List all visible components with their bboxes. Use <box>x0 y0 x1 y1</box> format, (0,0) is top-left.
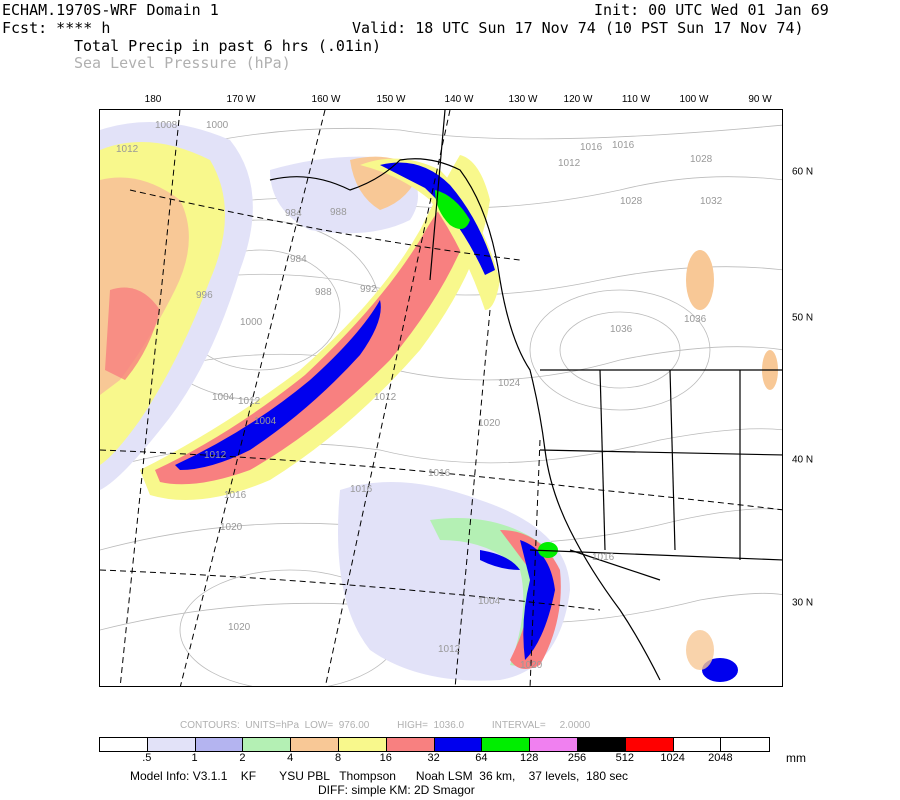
isobar-label: 988 <box>330 207 347 218</box>
colorbar-label: 512 <box>615 752 634 764</box>
forecast-hour: Fcst: **** h <box>2 19 111 37</box>
lat-label: 50 N <box>792 312 814 324</box>
lon-label: 180 <box>144 94 162 105</box>
colorbar-swatch <box>577 738 626 751</box>
isobar-label: 984 <box>285 208 302 219</box>
lon-label: 170 W <box>226 94 256 105</box>
isobar-label: 1020 <box>228 622 251 633</box>
diff-info: DIFF: simple KM: 2D Smagor <box>318 783 475 797</box>
init-time: Init: 00 UTC Wed 01 Jan 69 <box>594 1 829 19</box>
colorbar-label: 64 <box>475 752 488 764</box>
lat-label: 40 N <box>792 454 814 466</box>
isobar-label: 1016 <box>428 468 451 479</box>
isobar-label: 1012 <box>204 450 227 461</box>
isobar-label: 1012 <box>438 644 461 655</box>
isobar-label: 1012 <box>238 396 261 407</box>
lon-label: 130 W <box>508 94 538 105</box>
colorbar-label: 1024 <box>660 752 685 764</box>
isobar-label: 1020 <box>520 660 543 671</box>
isobar-label: 1016 <box>350 484 373 495</box>
isobar-label: 1016 <box>592 552 615 563</box>
colorbar-units: mm <box>786 751 806 765</box>
colorbar-swatch <box>530 738 578 751</box>
colorbar-swatch <box>386 738 435 751</box>
colorbar-swatch <box>243 738 292 751</box>
isobar-label: 1020 <box>220 522 243 533</box>
colorbar-swatch <box>100 738 148 751</box>
field-precip: Total Precip in past 6 hrs (.01in) <box>74 37 382 55</box>
isobar-label: 1032 <box>700 196 723 207</box>
lon-label: 110 W <box>621 94 651 105</box>
contours-info: CONTOURS: UNITS=hPa LOW= 976.00 HIGH= 10… <box>180 720 591 731</box>
colorbar-label: 32 <box>427 752 440 764</box>
colorbar-swatch <box>673 738 722 751</box>
lat-label: 60 N <box>792 166 814 178</box>
weather-map: 1008 1000 1012 1016 1012 1016 1028 1032 … <box>99 109 783 687</box>
field-slp: Sea Level Pressure (hPa) <box>74 54 291 72</box>
isobar-label: 1008 <box>155 120 178 131</box>
lon-label: 150 W <box>376 94 406 105</box>
isobar-label: 1012 <box>116 144 139 155</box>
colorbar-swatch <box>195 738 244 751</box>
isobar-label: 988 <box>315 287 332 298</box>
coastlines <box>269 110 782 681</box>
colorbar-swatch <box>721 738 770 751</box>
isobar-label: 1024 <box>498 378 521 389</box>
colorbar-swatch <box>338 738 387 751</box>
colorbar-label: 2 <box>239 752 246 764</box>
isobar-label: 1016 <box>224 490 247 501</box>
model-title: ECHAM.1970S-WRF Domain 1 <box>2 1 219 19</box>
isobar-label: 992 <box>360 284 377 295</box>
lon-label: 90 W <box>748 94 772 105</box>
isobar-label: 1028 <box>620 196 643 207</box>
isobar-label: 1016 <box>612 140 635 151</box>
isobar-label: 1036 <box>610 324 633 335</box>
colorbar-label: 8 <box>334 752 342 764</box>
colorbar-label: .5 <box>142 752 152 764</box>
isobar-label: 984 <box>290 254 307 265</box>
precip-field <box>100 122 778 682</box>
isobar-label: 1020 <box>478 418 501 429</box>
lon-label: 100 W <box>679 94 709 105</box>
colorbar-label: 4 <box>287 752 294 764</box>
colorbar-label: 128 <box>520 752 539 764</box>
colorbar <box>99 737 771 752</box>
colorbar-label: 16 <box>379 752 392 764</box>
isobar-label: 1036 <box>684 314 707 325</box>
map-canvas: 1008 1000 1012 1016 1012 1016 1028 1032 … <box>100 110 782 686</box>
valid-time: Valid: 18 UTC Sun 17 Nov 74 (10 PST Sun … <box>352 19 804 37</box>
lon-label: 160 W <box>311 94 341 105</box>
graticule <box>100 110 782 686</box>
isobar-label: 1004 <box>478 596 501 607</box>
colorbar-swatch <box>434 738 483 751</box>
colorbar-swatch <box>291 738 339 751</box>
colorbar-label: 256 <box>567 752 587 764</box>
pressure-labels: 1008 1000 1012 1016 1012 1016 1028 1032 … <box>116 120 723 671</box>
colorbar-label: 1 <box>191 752 198 764</box>
colorbar-swatch <box>147 738 196 751</box>
isobar-label: 1000 <box>240 317 263 328</box>
colorbar-swatch <box>482 738 531 751</box>
isobar-label: 1012 <box>558 158 581 169</box>
colorbar-label: 2048 <box>708 752 733 764</box>
isobar-label: 1016 <box>580 142 603 153</box>
lat-label: 30 N <box>792 597 814 609</box>
isobar-label: 1004 <box>254 416 277 427</box>
lon-label: 140 W <box>444 94 474 105</box>
isobar-label: 1012 <box>374 392 397 403</box>
lon-label: 120 W <box>563 94 593 105</box>
colorbar-swatch <box>625 738 674 751</box>
model-info: Model Info: V3.1.1 KF YSU PBL Thompson N… <box>130 769 629 783</box>
isobar-label: 996 <box>196 290 213 301</box>
isobar-label: 1028 <box>690 154 713 165</box>
isobar-label: 1004 <box>212 392 235 403</box>
isobar-label: 1000 <box>206 120 229 131</box>
